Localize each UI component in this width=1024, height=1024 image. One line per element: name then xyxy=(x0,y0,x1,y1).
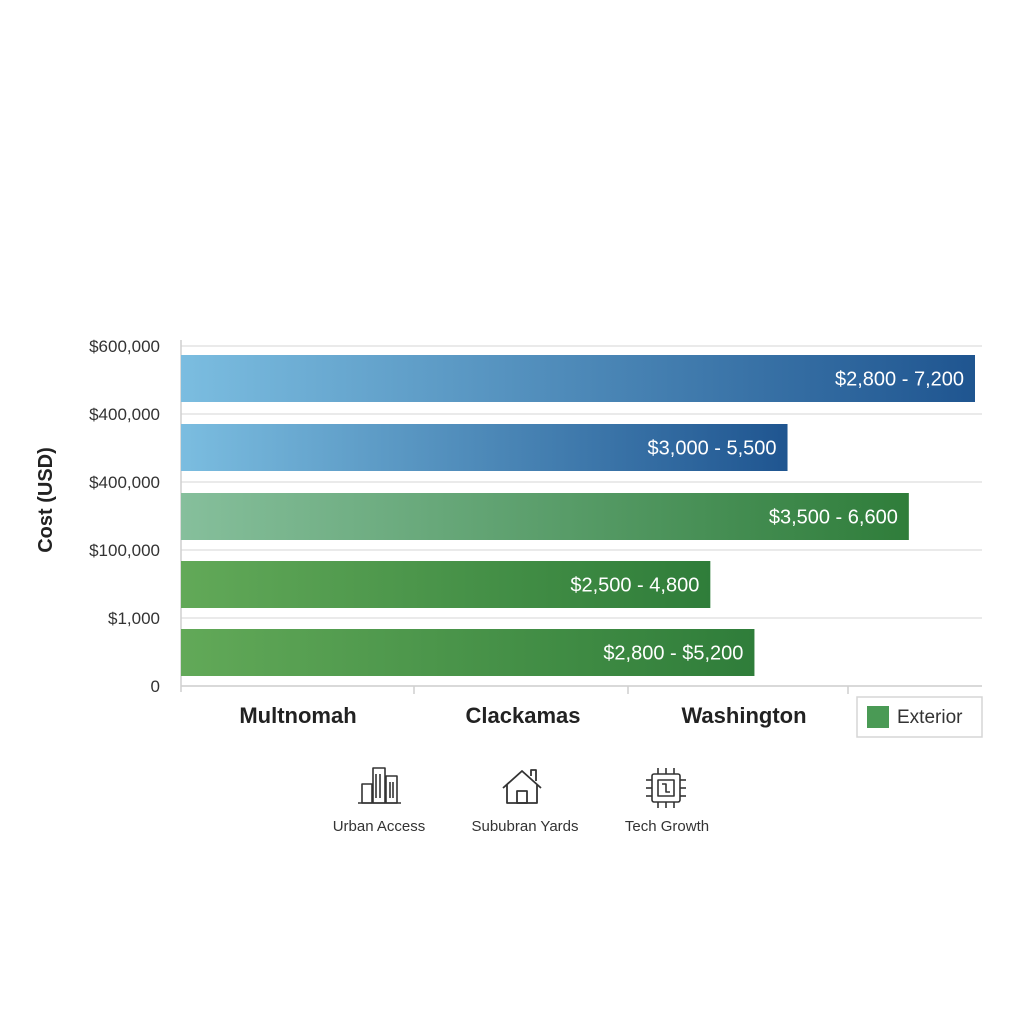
bar-data-label: $2,800 - $5,200 xyxy=(603,643,743,665)
bar-data-label: $3,000 - 5,500 xyxy=(648,438,777,460)
legend-swatch xyxy=(867,706,889,728)
bar xyxy=(181,424,788,471)
city-buildings-icon xyxy=(358,767,401,804)
house-icon xyxy=(502,769,542,804)
icon-caption-urban: Urban Access xyxy=(333,818,426,835)
y-axis-title: Cost (USD) xyxy=(35,447,57,553)
y-tick-label: 0 xyxy=(151,677,160,696)
chip-icon xyxy=(646,768,686,808)
y-tick-label: $100,000 xyxy=(89,541,160,560)
bar xyxy=(181,629,755,676)
legend-label: Exterior xyxy=(897,707,963,728)
x-tick-label: Clackamas xyxy=(466,703,581,728)
x-tick-label: Multnomah xyxy=(239,703,356,728)
bar xyxy=(181,355,975,402)
y-tick-label: $400,000 xyxy=(89,473,160,492)
y-tick-label: $400,000 xyxy=(89,405,160,424)
legend: Exterior xyxy=(856,696,983,738)
y-tick-label: $600,000 xyxy=(89,337,160,356)
icon-caption-suburban: Sububran Yards xyxy=(471,818,578,835)
bar-data-label: $3,500 - 6,600 xyxy=(769,507,898,529)
icon-caption-tech: Tech Growth xyxy=(625,818,709,835)
x-tick-label: Washington xyxy=(681,703,806,728)
bar xyxy=(181,493,909,540)
bar-data-label: $2,500 - 4,800 xyxy=(570,575,699,597)
bar-data-label: $2,800 - 7,200 xyxy=(835,369,964,391)
y-tick-label: $1,000 xyxy=(108,609,160,628)
labels: $600,000 $400,000 $400,000 $100,000 $1,000 0 M… xyxy=(89,337,964,728)
bar xyxy=(181,561,711,608)
bars xyxy=(181,355,975,676)
